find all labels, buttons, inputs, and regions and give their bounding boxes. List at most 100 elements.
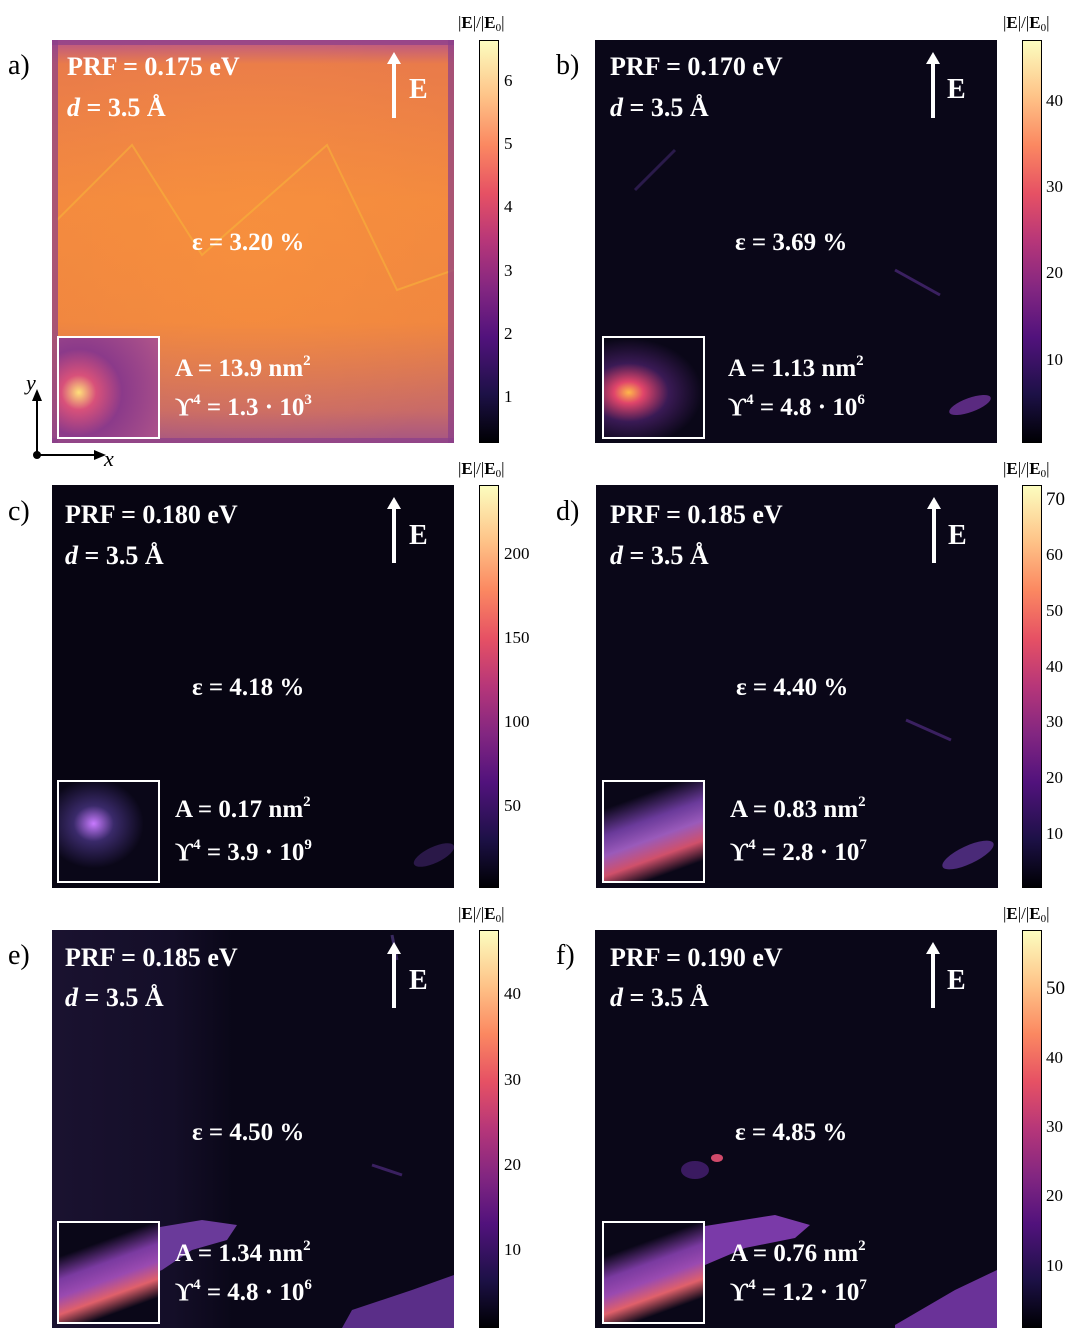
panel-c-tick-200: 200 xyxy=(504,544,530,563)
panel-d-prf: PRF = 0.185 eV xyxy=(610,500,783,529)
panel-e-tick-20: 20 xyxy=(504,1155,521,1174)
panel-c-tick-100: 100 xyxy=(504,712,530,731)
panel-e-letter: e) xyxy=(8,940,30,971)
panel-e-d: d = 3.5 Å xyxy=(65,983,164,1012)
panel-c-letter: c) xyxy=(8,496,30,527)
panel-b-d: d = 3.5 Å xyxy=(610,93,709,122)
panel-b-tick-20: 20 xyxy=(1046,263,1063,282)
panel-b-heatmap: PRF = 0.170 eV d = 3.5 Å E ε = 3.69 % A … xyxy=(595,40,997,443)
x-axis-label: x xyxy=(104,446,114,471)
panel-c-area: A = 0.17 nm2 xyxy=(175,794,311,823)
panel-a-strain: ε = 3.20 % xyxy=(192,229,305,256)
panel-b-strain: ε = 3.69 % xyxy=(735,229,848,256)
panel-f-field-pattern xyxy=(675,1154,997,1328)
panel-a-tick-1: 1 xyxy=(504,387,513,406)
panel-e-area: A = 1.34 nm2 xyxy=(175,1238,311,1267)
panel-e-field-pattern xyxy=(137,934,454,1328)
panel-b-area: A = 1.13 nm2 xyxy=(728,353,864,382)
panel-c-prf: PRF = 0.180 eV xyxy=(65,500,238,529)
panel-b-tick-40: 40 xyxy=(1046,91,1063,110)
panel-d-d: d = 3.5 Å xyxy=(610,541,709,570)
panel-e-tick-40: 40 xyxy=(504,984,521,1003)
panel-a-letter: a) xyxy=(8,50,30,81)
panel-a-colorbar xyxy=(479,40,499,443)
panel-c-field-label: E xyxy=(409,520,428,551)
panel-f-inset xyxy=(602,1221,705,1324)
panel-f-tick-50: 50 xyxy=(1046,978,1065,999)
panel-d-field-pattern xyxy=(905,718,994,870)
panel-f-prf: PRF = 0.190 eV xyxy=(610,943,783,972)
panel-b-colorbar xyxy=(1022,40,1042,443)
panel-c-heatmap: PRF = 0.180 eV d = 3.5 Å E ε = 4.18 % A … xyxy=(52,485,454,888)
panel-f-tick-30: 30 xyxy=(1046,1117,1063,1136)
panel-d-tick-40: 40 xyxy=(1046,657,1063,676)
panel-a-upsilon: ϒ4 = 1.3 · 103 xyxy=(175,392,312,421)
panel-c-inset xyxy=(57,780,160,883)
panel-f-area: A = 0.76 nm2 xyxy=(730,1238,866,1267)
panel-b-prf: PRF = 0.170 eV xyxy=(610,52,783,81)
panel-c-d: d = 3.5 Å xyxy=(65,541,164,570)
panel-d-area: A = 0.83 nm2 xyxy=(730,794,866,823)
panel-d-tick-70: 70 xyxy=(1046,489,1065,510)
panel-d-tick-50: 50 xyxy=(1046,601,1063,620)
panel-f-d: d = 3.5 Å xyxy=(610,983,709,1012)
panel-d-inset xyxy=(602,780,705,883)
panel-d-tick-20: 20 xyxy=(1046,768,1063,787)
panel-b-tick-10: 10 xyxy=(1046,350,1063,369)
panel-c-strain: ε = 4.18 % xyxy=(192,674,305,701)
panel-d-colorbar xyxy=(1022,485,1042,888)
panel-f-colorbar-label: |E|/|E0| xyxy=(1003,904,1050,925)
panel-b-colorbar-label: |E|/|E0| xyxy=(1003,13,1050,34)
panel-c-field-arrow xyxy=(387,497,401,563)
panel-e-field-arrow xyxy=(387,942,401,1008)
panel-a-heatmap: PRF = 0.175 eV d = 3.5 Å E ε = 3.20 % A … xyxy=(52,40,454,443)
panel-a-prf: PRF = 0.175 eV xyxy=(67,52,240,81)
panel-e-strain: ε = 4.50 % xyxy=(192,1119,305,1146)
panel-a-d: d = 3.5 Å xyxy=(67,93,166,122)
panel-a-field-label: E xyxy=(409,74,428,105)
panel-b-field-label: E xyxy=(947,74,966,105)
panel-e-inset xyxy=(57,1221,160,1324)
panel-f-strain: ε = 4.85 % xyxy=(735,1119,848,1146)
panel-e-colorbar-label: |E|/|E0| xyxy=(458,904,505,925)
panel-e-upsilon: ϒ4 = 4.8 · 106 xyxy=(175,1277,312,1306)
panel-f-upsilon: ϒ4 = 1.2 · 107 xyxy=(730,1277,867,1306)
panel-d-heatmap: PRF = 0.185 eV d = 3.5 Å E ε = 4.40 % A … xyxy=(596,485,998,888)
panel-f-field-label: E xyxy=(947,965,966,996)
panel-b-field-arrow xyxy=(926,52,940,118)
xy-axes-indicator xyxy=(32,389,106,460)
panel-d-upsilon: ϒ4 = 2.8 · 107 xyxy=(730,837,867,866)
panel-d-tick-30: 30 xyxy=(1046,712,1063,731)
panel-c-tick-50: 50 xyxy=(504,796,521,815)
panel-e-field-label: E xyxy=(409,965,428,996)
panel-e-tick-10: 10 xyxy=(504,1240,521,1259)
panel-d-strain: ε = 4.40 % xyxy=(736,674,849,701)
panel-c-upsilon: ϒ4 = 3.9 · 109 xyxy=(175,837,312,866)
panel-d-letter: d) xyxy=(556,496,580,527)
panel-e-prf: PRF = 0.185 eV xyxy=(65,943,238,972)
panel-e-colorbar xyxy=(479,930,499,1328)
panel-c-field-pattern xyxy=(413,843,454,867)
panel-b-upsilon: ϒ4 = 4.8 · 106 xyxy=(728,392,865,421)
panel-d-colorbar-label: |E|/|E0| xyxy=(1003,459,1050,480)
panel-a-colorbar-label: |E|/|E0| xyxy=(458,13,505,34)
panel-a-area: A = 13.9 nm2 xyxy=(175,353,311,382)
panel-b-tick-30: 30 xyxy=(1046,177,1063,196)
panel-f-tick-10: 10 xyxy=(1046,1256,1063,1275)
panel-e-heatmap: PRF = 0.185 eV d = 3.5 Å E ε = 4.50 % A … xyxy=(52,930,454,1328)
panel-f-letter: f) xyxy=(556,940,575,971)
panel-a-tick-6: 6 xyxy=(504,71,513,90)
panel-b-field-pattern xyxy=(633,148,991,415)
panel-a-tick-4: 4 xyxy=(504,197,513,216)
panel-f-colorbar xyxy=(1022,930,1042,1328)
panel-c-colorbar xyxy=(479,485,499,888)
y-axis-label: y xyxy=(26,370,36,395)
panel-c-colorbar-label: |E|/|E0| xyxy=(458,459,505,480)
panel-d-tick-10: 10 xyxy=(1046,824,1063,843)
panel-f-tick-40: 40 xyxy=(1046,1048,1063,1067)
panel-c-tick-150: 150 xyxy=(504,628,530,647)
panel-d-field-label: E xyxy=(948,520,967,551)
panel-d-tick-60: 60 xyxy=(1046,545,1063,564)
panel-b-inset xyxy=(602,336,705,439)
panel-f-tick-20: 20 xyxy=(1046,1186,1063,1205)
